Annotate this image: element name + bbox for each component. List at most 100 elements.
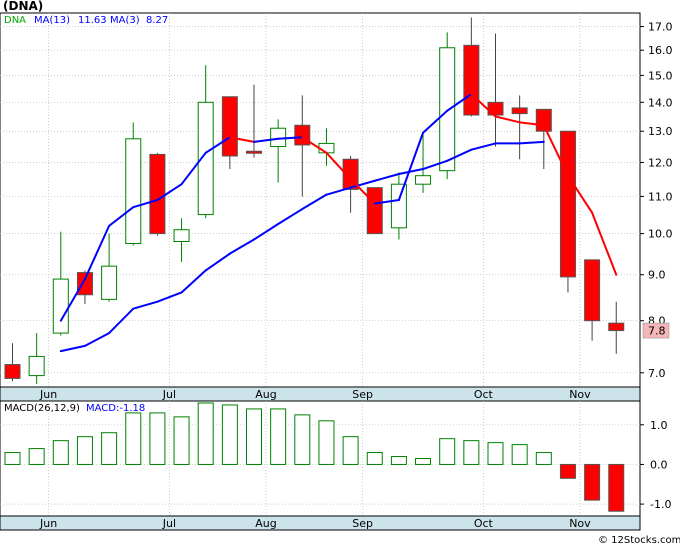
candle-body-down [463,44,480,116]
candle [366,187,383,235]
candle [511,95,528,160]
macd-bar-positive [101,432,118,465]
macd-bar-positive [415,458,432,465]
macd-bar-positive [197,402,214,465]
ma13-segment [83,332,111,347]
price-x-tick-label: Oct [474,388,494,401]
macd-y-tick-label: 1.0 [650,419,668,432]
price-x-tick-label: Nov [569,388,591,401]
price-y-tick-label: 10.0 [648,228,673,241]
candle-body-down [535,108,552,132]
candle [101,233,118,302]
candle [4,343,21,382]
candle [584,259,601,341]
price-x-tick-label: Aug [255,388,276,401]
price-date-strip [0,386,641,402]
legend-symbol: DNA [4,15,26,26]
macd-x-tick-label: Jun [39,517,57,530]
ma13-segment [373,173,400,182]
candle-body-down [584,259,601,322]
candle-body-down [294,124,311,146]
macd-bar-positive [125,412,142,465]
ma13-segment [156,291,183,303]
ma3-segment [397,131,425,201]
candle-body-up [318,142,335,154]
price-x-tick-label: Jun [39,388,57,401]
candle-body-up [197,101,214,216]
candle-body-down [511,107,528,115]
macd-bar-positive [173,416,190,465]
ma3-segment [470,93,497,118]
ma3-segment [83,224,111,281]
last-price-badge [642,322,670,339]
ma3-segment [422,109,449,134]
macd-bar-positive [28,448,45,465]
price-legend: DNA MA(13) 11.63 MA(3) 8.27 [4,15,168,26]
ma3-segment [518,121,545,127]
ma13-segment [228,238,255,255]
ma3-segment [591,211,618,276]
ma3-segment [180,151,207,186]
candle-body-down [4,364,21,379]
candle-body-down [487,101,504,116]
ma3-segment [542,124,569,177]
candle [390,172,407,240]
macd-y-tick-label: 0.0 [650,458,668,471]
candle-body-up [52,278,69,334]
candle-body-up [439,47,456,172]
candle [125,122,142,246]
macd-bar-positive [342,436,359,465]
ma13-segment [253,222,280,241]
candle-body-down [221,96,238,157]
candle-body-up [125,138,142,244]
macd-bar-positive [439,438,456,465]
candle [149,152,166,236]
ma13-segment [446,148,473,162]
price-x-tick-label: Jul [162,388,176,401]
candle [52,231,69,336]
candle-body-down [366,187,383,235]
ma3-segment [566,174,594,214]
ma3-segment [494,115,521,124]
price-y-tick-label: 15.0 [648,69,673,82]
ma3-segment [59,278,86,322]
candle-body-down [246,150,262,154]
price-y-tick-label: 17.0 [648,21,673,34]
candle-body-up [390,183,407,229]
macd-bar-positive [221,404,238,465]
legend-ma13-label: MA(13) [34,15,70,26]
ma3-segment [132,198,159,209]
price-y-axis: 7.08.09.010.011.012.013.014.015.016.017.… [640,21,673,380]
macd-bar-positive [366,452,383,465]
ma13-segment [470,142,497,151]
ma13-segment [518,140,545,145]
ma3-segment [325,151,352,181]
ma13-segment [325,186,352,196]
macd-bar-negative [608,463,625,512]
macd-bar-positive [390,456,407,465]
candle-body-down [149,153,166,235]
macd-bar-positive [52,440,69,465]
ma3-segment [349,178,376,205]
macd-bar-positive [487,442,504,465]
macd-bar-positive [4,452,21,465]
candle-body-down [559,130,576,278]
ma3-segment [228,136,255,143]
macd-bar-positive [294,414,311,465]
ma13-segment [349,179,376,189]
candle [608,301,625,354]
candle-body-up [270,127,287,148]
price-grid [0,13,640,387]
candle [559,130,576,293]
last-price-label: 7.8 [648,325,666,338]
legend-ma3-value: 8.27 [146,15,168,26]
macd-bar-positive [270,408,287,465]
copyright: © 12Stocks.com [598,535,680,546]
macd-x-tick-label: Nov [569,517,591,530]
macd-bar-negative [559,463,576,479]
ma3-segment [204,136,231,154]
macd-y-tick-label: -1.0 [650,498,671,511]
macd-x-tick-label: Jul [162,517,176,530]
macd-bar-negative [584,463,601,501]
